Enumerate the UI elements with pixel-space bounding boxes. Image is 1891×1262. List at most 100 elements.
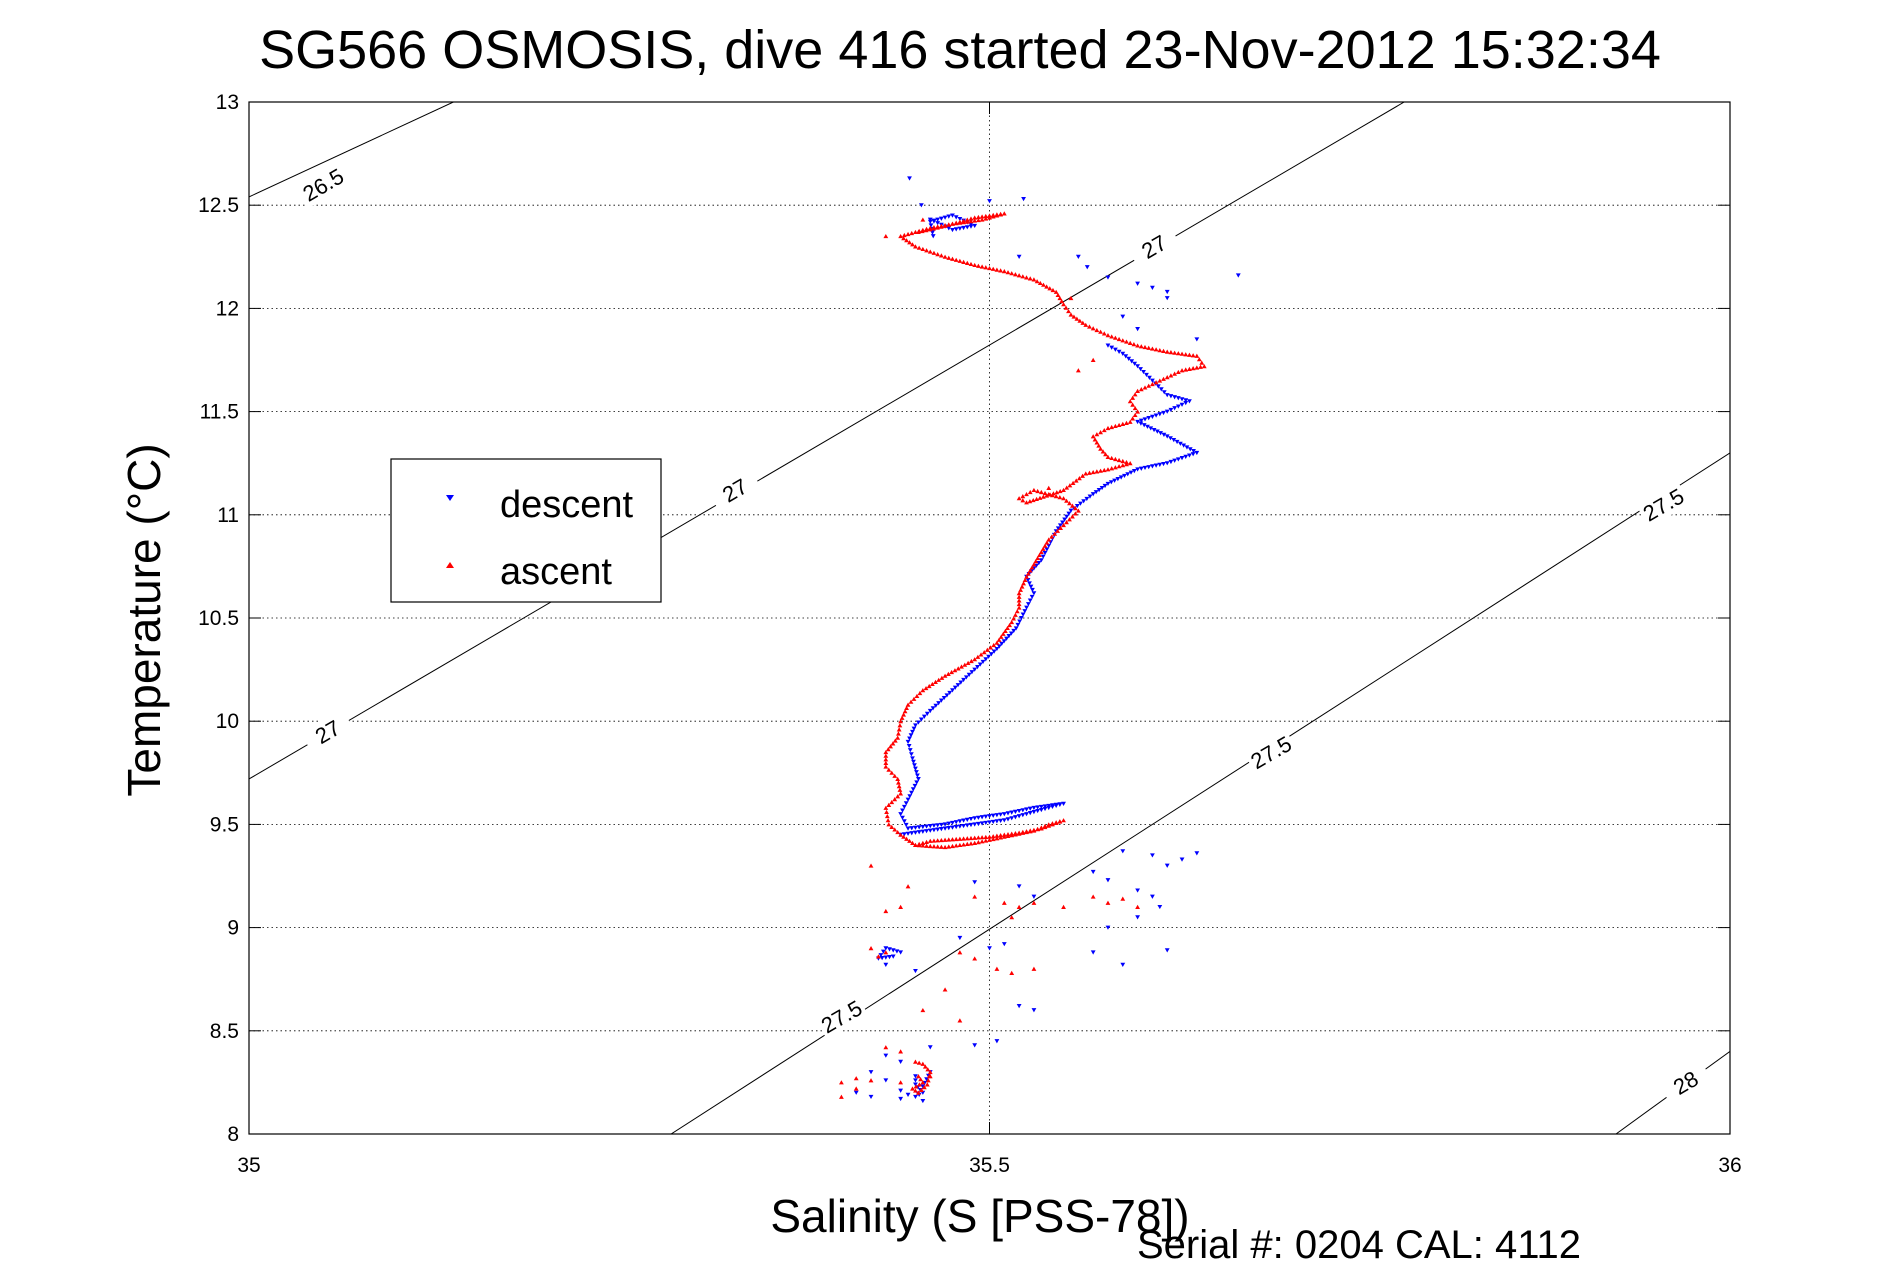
x-tick-label: 35 [237,1154,260,1177]
ascent-point [1080,473,1085,478]
descent-point [1150,894,1155,899]
ascent-point [964,219,970,224]
descent-point [1031,810,1037,815]
ascent-point [994,267,1000,272]
ascent-point [883,753,889,758]
ascent-point [935,844,941,849]
descent-point [1025,578,1031,583]
descent-point [853,1090,859,1095]
descent-point [975,815,981,820]
ascent-point [1044,284,1050,289]
descent-point [924,1077,929,1082]
ascent-point [1168,350,1174,355]
ascent-point [1194,353,1200,358]
ascent-point [898,1080,904,1085]
ascent-point [1096,443,1102,448]
ascent-point [1044,540,1050,545]
ascent-point [1024,829,1029,834]
ascent-point [1098,430,1103,435]
ascent-point [1061,522,1066,528]
descent-point [1161,410,1166,416]
ascent-point [892,773,898,778]
ascent-point [920,1007,926,1013]
descent-point [964,817,970,822]
ascent-point [920,688,926,693]
ascent-point [883,233,889,239]
descent-point [963,675,969,680]
descent-point [961,818,966,823]
ascent-point [938,223,944,228]
descent-point [920,824,926,830]
ascent-point [1050,492,1055,498]
ascent-point [916,228,922,233]
ascent-point [1112,465,1118,470]
descent-point [950,825,955,830]
descent-point [1155,384,1161,389]
ascent-point [1020,498,1026,503]
descent-point [1120,351,1126,357]
ascent-point [1127,419,1133,424]
ascent-point [1046,823,1052,828]
ascent-point [946,837,952,842]
ascent-point [1090,434,1096,439]
descent-point [972,1043,978,1048]
descent-point [1013,809,1018,814]
ascent-point [1027,828,1033,833]
ascent-point [968,841,974,846]
ascent-point [1038,549,1044,554]
ascent-point [1063,305,1069,310]
ascent-point [883,749,889,755]
descent-point [972,880,978,885]
ascent-point [868,946,874,951]
ascent-point [972,262,978,268]
ascent-point [1035,827,1041,832]
chart-title: SG566 OSMOSIS, dive 416 started 23-Nov-2… [259,20,1661,80]
descent-point [1116,349,1122,354]
ascent-point [1053,289,1059,294]
descent-point [1105,343,1111,348]
ascent-point [1001,211,1007,216]
ascent-point [1094,469,1100,474]
ascent-point [1009,619,1015,625]
descent-point [1187,399,1192,404]
ascent-point [1019,584,1025,589]
descent-point [1024,812,1029,817]
descent-point [1090,869,1096,875]
descent-point [1027,811,1033,816]
ascent-point [1059,298,1065,304]
descent-point [1017,619,1023,624]
descent-point [913,1074,918,1079]
ascent-point [1016,496,1022,501]
descent-point [1013,815,1018,820]
ascent-point [961,259,966,264]
contour-label-bg [1126,223,1182,270]
ascent-point [1075,508,1081,513]
ascent-point [1172,350,1178,355]
descent-point [1150,853,1155,858]
ascent-point [931,838,937,843]
y-tick-label: 11 [217,504,239,527]
ascent-point [1183,367,1189,372]
ascent-point [1021,581,1026,586]
ascent-point [957,842,963,848]
descent-point [1084,496,1090,502]
descent-point [1151,427,1157,433]
ascent-point [1083,322,1089,327]
ascent-point [898,1049,904,1054]
ascent-point [1135,904,1140,909]
ascent-point [883,908,889,914]
descent-point [946,214,952,219]
descent-point [927,824,933,829]
ascent-point [1013,830,1018,836]
descent-point [1112,347,1118,352]
descent-point [1055,526,1061,531]
ascent-point [946,222,952,227]
descent-point [903,822,909,828]
ascent-point [1055,292,1061,297]
descent-point [1011,628,1017,634]
ascent-point [983,265,989,270]
descent-point [898,1059,904,1064]
ascent-point [975,263,981,268]
descent-point [1105,925,1111,930]
ascent-point [1135,388,1140,393]
